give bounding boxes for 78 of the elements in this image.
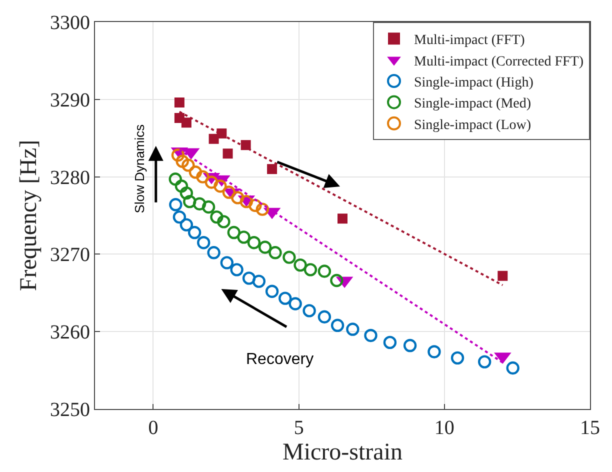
point <box>174 179 188 193</box>
point <box>169 198 182 212</box>
point <box>182 158 195 172</box>
x-tick-label: 0 <box>148 417 158 439</box>
y-tick-label: 3300 <box>50 12 90 34</box>
point <box>180 218 194 232</box>
x-axis-title: Micro-strain <box>282 439 402 466</box>
y-tick-label: 3290 <box>50 89 90 112</box>
point <box>268 246 282 260</box>
point <box>403 338 417 352</box>
y-tick-label: 3260 <box>50 322 90 344</box>
point <box>217 215 230 228</box>
point <box>222 186 236 199</box>
point <box>176 154 189 168</box>
point <box>506 361 520 375</box>
point <box>172 210 186 224</box>
point <box>227 226 240 240</box>
point <box>258 240 272 254</box>
point <box>207 246 220 260</box>
y-axis-title: Frequency [Hz] <box>16 140 42 292</box>
point <box>210 210 224 224</box>
point <box>188 166 202 179</box>
point <box>192 197 206 210</box>
y-tick-label: 3270 <box>50 244 90 266</box>
point <box>252 274 266 288</box>
point <box>231 191 244 204</box>
point <box>450 351 464 365</box>
point <box>237 230 250 244</box>
point <box>288 297 302 310</box>
point <box>364 328 378 342</box>
y-tick-label: 3250 <box>50 399 90 421</box>
x-tick-label: 10 <box>434 417 454 439</box>
point <box>222 148 233 159</box>
point <box>338 214 348 224</box>
point <box>171 148 185 162</box>
point <box>220 256 234 270</box>
point <box>202 200 216 214</box>
legend-label: Single-impact (High) <box>414 75 534 90</box>
point <box>248 198 262 212</box>
point <box>230 263 244 276</box>
point <box>302 304 316 318</box>
point <box>242 272 256 285</box>
x-tick-label: 5 <box>294 417 304 439</box>
point <box>180 186 194 200</box>
point <box>267 164 278 174</box>
point <box>498 270 508 281</box>
point <box>282 250 296 264</box>
legend-label: Multi-impact (Corrected FFT) <box>414 54 584 70</box>
point <box>330 274 344 288</box>
point <box>204 176 218 189</box>
point <box>256 202 270 216</box>
point <box>168 172 182 186</box>
point <box>278 292 292 305</box>
point <box>304 263 318 276</box>
point <box>294 258 307 272</box>
point <box>318 310 332 324</box>
point <box>265 284 279 298</box>
legend-label: Multi-impact (FFT) <box>414 33 526 48</box>
x-tick-label: 15 <box>580 417 600 439</box>
legend-label: Single-impact (Low) <box>414 118 532 133</box>
point <box>346 322 360 336</box>
point <box>428 345 441 358</box>
point <box>383 336 397 350</box>
point <box>188 226 202 240</box>
point <box>330 318 344 332</box>
annotation: Recovery <box>246 351 314 368</box>
point <box>174 98 184 108</box>
point <box>183 194 196 208</box>
point <box>196 170 210 184</box>
point <box>318 264 332 278</box>
legend-label: Single-impact (Med) <box>414 96 532 112</box>
point <box>214 179 227 193</box>
y-tick-label: 3280 <box>50 166 90 189</box>
annotation: Slow Dynamics <box>132 124 148 214</box>
point <box>247 236 261 250</box>
point <box>478 355 492 368</box>
point <box>197 236 210 250</box>
point <box>181 118 192 128</box>
